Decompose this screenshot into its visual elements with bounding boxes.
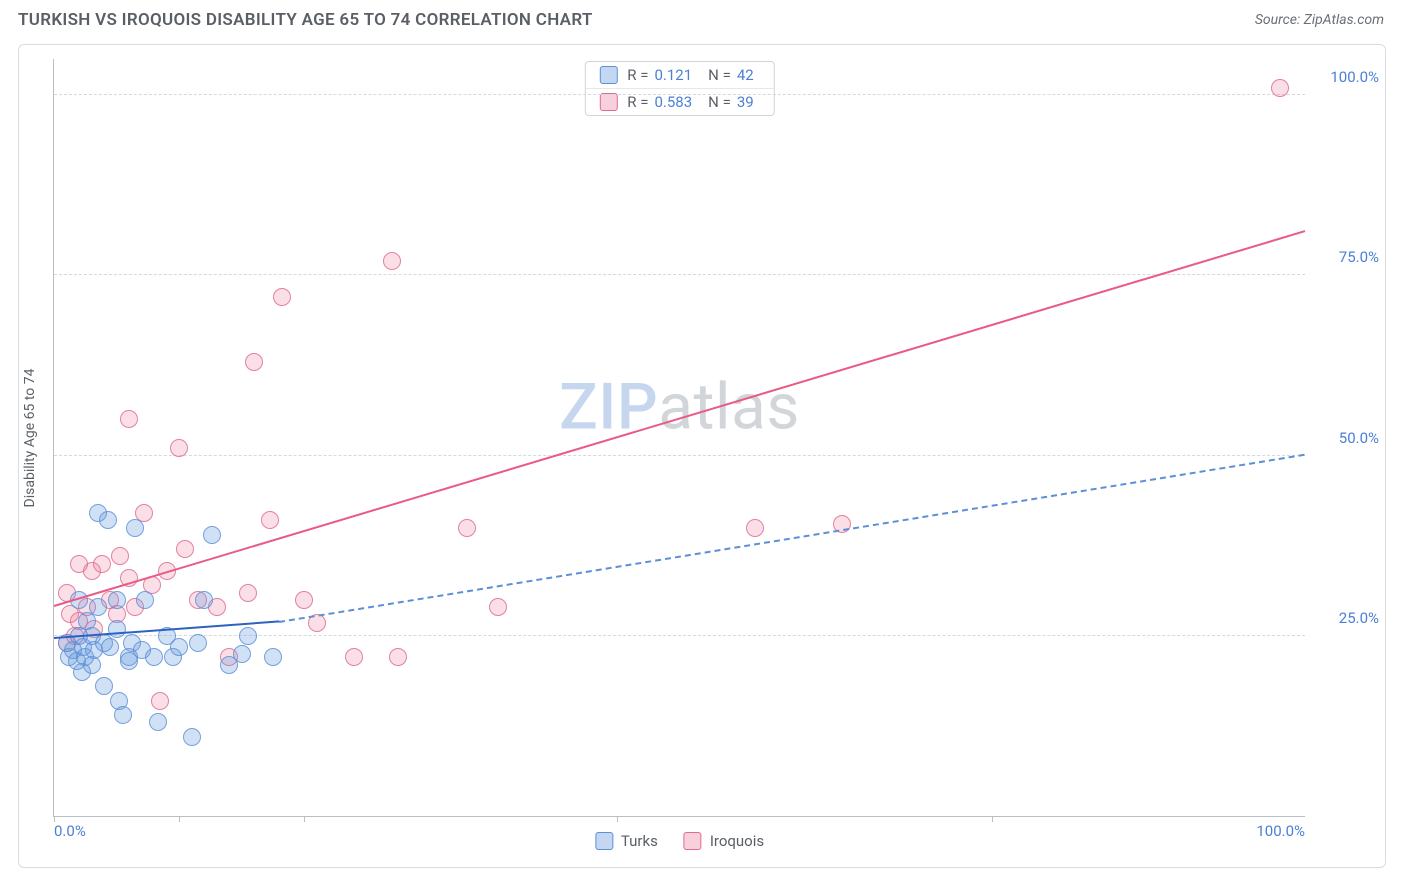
gridline xyxy=(54,94,1305,95)
data-point xyxy=(245,353,263,371)
chart-title: TURKISH VS IROQUOIS DISABILITY AGE 65 TO… xyxy=(18,10,593,30)
x-tick-label: 100.0% xyxy=(1256,822,1305,840)
gridline xyxy=(54,274,1305,275)
data-point xyxy=(264,648,282,666)
data-point xyxy=(458,519,476,537)
turks-swatch-icon xyxy=(595,832,613,850)
legend-item-turks: Turks xyxy=(595,832,658,850)
data-point xyxy=(111,547,129,565)
data-point xyxy=(746,519,764,537)
data-point xyxy=(261,511,279,529)
data-point xyxy=(273,288,291,306)
x-tick-mark xyxy=(992,816,993,822)
y-axis-label: Disability Age 65 to 74 xyxy=(22,368,38,507)
data-point xyxy=(195,591,213,609)
data-point xyxy=(101,638,119,656)
data-point xyxy=(126,519,144,537)
data-point xyxy=(176,540,194,558)
data-point xyxy=(120,410,138,428)
data-point xyxy=(345,648,363,666)
iroquois-swatch-icon xyxy=(599,93,617,111)
data-point xyxy=(183,728,201,746)
legend-item-iroquois: Iroquois xyxy=(684,832,764,850)
x-tick-mark xyxy=(617,816,618,822)
data-point xyxy=(145,648,163,666)
x-tick-mark xyxy=(304,816,305,822)
data-point xyxy=(93,555,111,573)
trend-line xyxy=(54,230,1306,607)
data-point xyxy=(108,591,126,609)
data-point xyxy=(95,677,113,695)
trend-line xyxy=(279,454,1305,623)
data-point xyxy=(489,598,507,616)
legend-row-iroquois: R =0.583 N =39 xyxy=(585,88,773,115)
y-tick-label: 25.0% xyxy=(1311,609,1379,627)
data-point xyxy=(170,439,188,457)
data-point xyxy=(1271,79,1289,97)
x-tick-mark xyxy=(179,816,180,822)
plot-area: Disability Age 65 to 74 ZIPatlas R =0.12… xyxy=(53,59,1305,817)
data-point xyxy=(389,648,407,666)
data-point xyxy=(189,634,207,652)
data-point xyxy=(383,252,401,270)
iroquois-swatch-icon xyxy=(684,832,702,850)
data-point xyxy=(114,706,132,724)
chart-container: Disability Age 65 to 74 ZIPatlas R =0.12… xyxy=(18,44,1386,868)
legend-row-turks: R =0.121 N =42 xyxy=(585,62,773,88)
series-legend: Turks Iroquois xyxy=(595,832,764,850)
watermark: ZIPatlas xyxy=(559,370,800,445)
data-point xyxy=(99,511,117,529)
data-point xyxy=(239,584,257,602)
data-point xyxy=(295,591,313,609)
y-tick-label: 75.0% xyxy=(1311,248,1379,266)
data-point xyxy=(136,591,154,609)
y-tick-label: 100.0% xyxy=(1311,68,1379,86)
data-point xyxy=(203,526,221,544)
y-tick-label: 50.0% xyxy=(1311,429,1379,447)
data-point xyxy=(89,598,107,616)
data-point xyxy=(151,692,169,710)
x-tick-label: 0.0% xyxy=(54,822,86,840)
data-point xyxy=(170,638,188,656)
data-point xyxy=(233,645,251,663)
data-point xyxy=(239,627,257,645)
gridline xyxy=(54,455,1305,456)
data-point xyxy=(149,713,167,731)
turks-swatch-icon xyxy=(599,66,617,84)
correlation-legend: R =0.121 N =42 R =0.583 N =39 xyxy=(584,61,774,116)
source-attribution: Source: ZipAtlas.com xyxy=(1255,12,1384,28)
